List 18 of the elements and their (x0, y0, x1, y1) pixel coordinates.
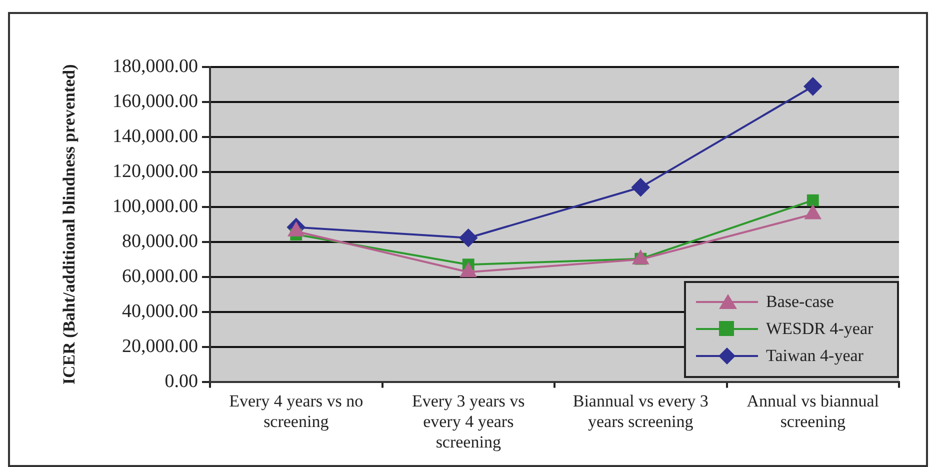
y-tick-label: 120,000.00 (112, 160, 198, 182)
y-tick-label: 140,000.00 (112, 126, 198, 147)
y-tick-label: 0.00 (164, 370, 198, 392)
y-tick-label: 60,000.00 (122, 266, 198, 287)
y-tick-label: 180,000.00 (112, 56, 198, 77)
y-tick-label: 20,000.00 (122, 336, 198, 357)
x-tick-label: Every 3 years vs every 4 years screening (412, 391, 525, 452)
x-tick-label: Every 4 years vs no screening (229, 391, 364, 431)
y-tick-label: 80,000.00 (122, 230, 198, 252)
y-tick-label: 160,000.00 (112, 90, 198, 112)
y-axis-title: ICER (Baht/additional blindness prevented) (60, 64, 79, 385)
legend-label: Taiwan 4-year (766, 346, 864, 366)
legend-label: Base-case (766, 292, 834, 312)
x-tick-label: Annual vs biannual screening (746, 391, 880, 431)
legend-label: WESDR 4-year (766, 319, 874, 340)
y-tick-label: 100,000.00 (112, 196, 198, 217)
y-tick-label: 40,000.00 (122, 300, 198, 322)
x-tick-label: Biannual vs every 3 years screening (572, 391, 708, 431)
